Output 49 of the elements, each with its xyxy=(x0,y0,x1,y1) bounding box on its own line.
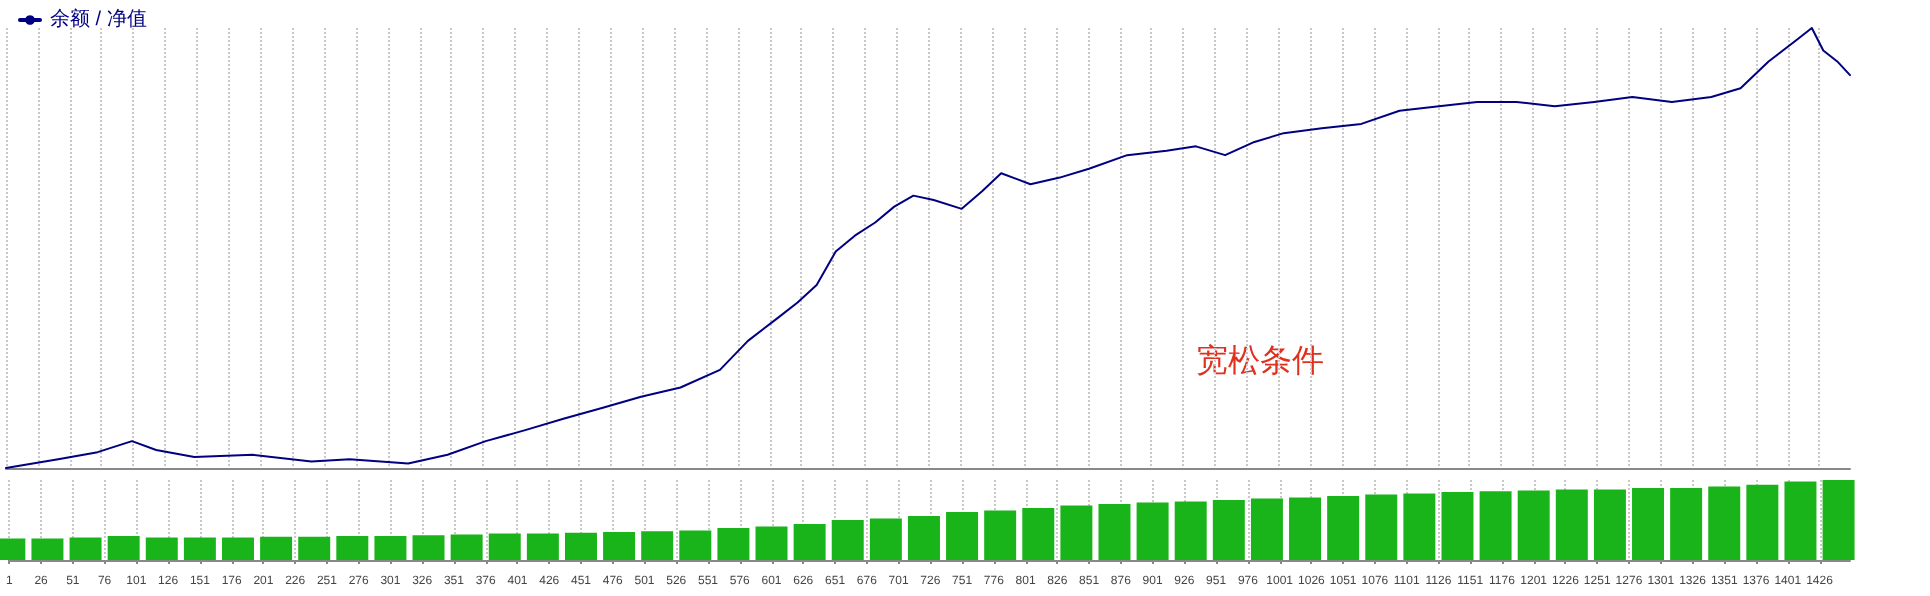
bar xyxy=(1365,494,1398,560)
bar xyxy=(1555,489,1588,560)
bar xyxy=(488,533,521,560)
bar xyxy=(336,536,369,560)
bar xyxy=(1708,486,1741,560)
bar xyxy=(1098,504,1131,560)
bar xyxy=(145,537,178,560)
bar xyxy=(1022,508,1055,560)
bar xyxy=(1136,502,1169,560)
bar xyxy=(1441,492,1474,560)
bar xyxy=(603,532,636,560)
bar xyxy=(793,524,826,560)
bar xyxy=(641,531,674,560)
bar xyxy=(755,526,788,560)
bar xyxy=(1289,497,1322,560)
bar xyxy=(564,532,597,560)
bar xyxy=(412,535,445,560)
bar xyxy=(1784,481,1817,560)
bar xyxy=(1479,491,1512,560)
bar xyxy=(1670,488,1703,560)
bar xyxy=(298,536,331,560)
bar xyxy=(1593,489,1626,560)
bar xyxy=(1403,493,1436,560)
bar xyxy=(946,512,979,560)
bar xyxy=(69,537,102,560)
bar xyxy=(984,510,1017,560)
bar xyxy=(869,518,902,560)
bar xyxy=(1517,490,1550,560)
legend-label: 余额 / 净值 xyxy=(50,7,147,31)
bar xyxy=(1174,501,1207,560)
bar xyxy=(1746,484,1779,560)
bar xyxy=(679,530,712,560)
bar xyxy=(222,537,254,560)
bar xyxy=(374,536,407,560)
bar xyxy=(450,534,483,560)
bar xyxy=(183,537,216,560)
bar xyxy=(1632,488,1665,560)
bar xyxy=(1250,498,1283,560)
bar xyxy=(107,536,140,560)
bar xyxy=(260,536,293,560)
bar xyxy=(907,516,940,560)
bar xyxy=(831,520,864,560)
bar xyxy=(1060,505,1093,560)
bar xyxy=(526,533,559,560)
bar xyxy=(1822,480,1855,560)
bar xyxy=(1327,496,1360,560)
bar xyxy=(31,538,64,560)
bar xyxy=(717,528,750,560)
bar xyxy=(1212,500,1245,560)
